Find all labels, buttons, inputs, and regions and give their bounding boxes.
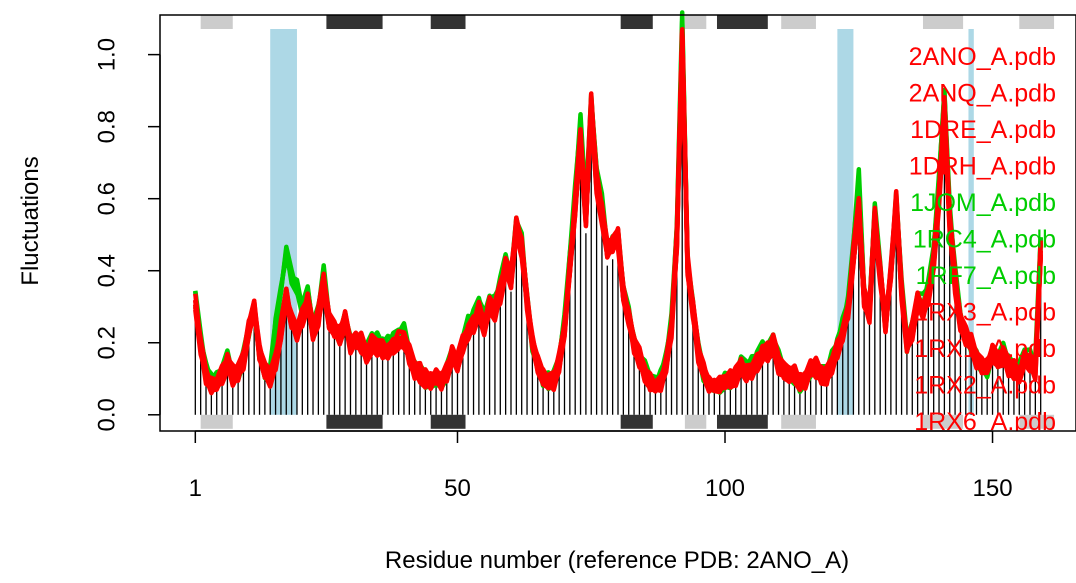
legend-entry: 1RC4_A.pdb (913, 226, 1056, 254)
sse-bar-bottom (922, 414, 964, 429)
sse-bar-top (200, 15, 233, 29)
sse-bar-bottom (430, 414, 466, 429)
highlight-region (968, 29, 974, 415)
x-axis: 1 50 100 150 (189, 430, 1013, 502)
sse-bar-bottom (781, 414, 816, 429)
y-tick-label: 1.0 (93, 38, 120, 71)
legend-entry: 1RX3_A.pdb (914, 299, 1056, 327)
sse-bar-bottom (620, 414, 653, 429)
sse-bar-top (1019, 15, 1055, 29)
x-tick-label: 1 (189, 475, 202, 502)
legend-entry: 1JOM_A.pdb (910, 189, 1056, 217)
series-lines-red (193, 27, 1043, 396)
sse-bar-top (716, 15, 768, 29)
y-axis-label: Fluctuations (17, 156, 44, 285)
y-tick-label: 0.8 (93, 110, 120, 143)
x-tick-label: 100 (705, 475, 745, 502)
sse-bar-bottom (326, 414, 383, 429)
x-tick-label: 50 (444, 475, 471, 502)
legend-entry: 1RX6_A.pdb (914, 408, 1056, 436)
y-tick-label: 0.2 (93, 326, 120, 359)
secondary-structure-bars (200, 15, 1055, 429)
legend-entry: 1RX2_A.pdb (914, 372, 1056, 400)
sse-bar-bottom (1019, 414, 1055, 429)
y-tick-label: 0.4 (93, 254, 120, 287)
sse-bar-top (326, 15, 383, 29)
sse-bar-top (684, 15, 707, 29)
sse-bar-bottom (684, 414, 707, 429)
sse-bar-bottom (200, 414, 233, 429)
series-line (193, 30, 1043, 394)
legend-entry: 1DRH_A.pdb (909, 153, 1056, 181)
legend-entry: 1DRE_A.pdb (910, 116, 1056, 144)
legend: 2ANO_A.pdb 2ANQ_A.pdb 1DRE_A.pdb 1DRH_A.pdb… (909, 43, 1056, 436)
x-axis-label: Residue number (reference PDB: 2ANO_A) (385, 547, 849, 574)
legend-entry: 2ANQ_A.pdb (909, 80, 1056, 108)
legend-entry: 2ANO_A.pdb (909, 43, 1056, 71)
sse-bar-top (430, 15, 466, 29)
sse-bar-bottom (716, 414, 768, 429)
sse-bar-top (620, 15, 653, 29)
legend-entries: 2ANO_A.pdb 2ANQ_A.pdb 1DRE_A.pdb 1DRH_A.pdb… (909, 43, 1056, 436)
sse-bar-top (781, 15, 816, 29)
y-tick-label: 0.6 (93, 182, 120, 215)
x-tick-label: 150 (973, 475, 1013, 502)
legend-entry: 1RX1_A.pdb (914, 335, 1056, 363)
sse-bar-top (922, 15, 964, 29)
y-axis: 0.0 0.2 0.4 0.6 0.8 1.0 (93, 38, 161, 431)
legend-entry: 1RF7_A.pdb (916, 262, 1056, 290)
y-tick-label: 0.0 (93, 398, 120, 431)
